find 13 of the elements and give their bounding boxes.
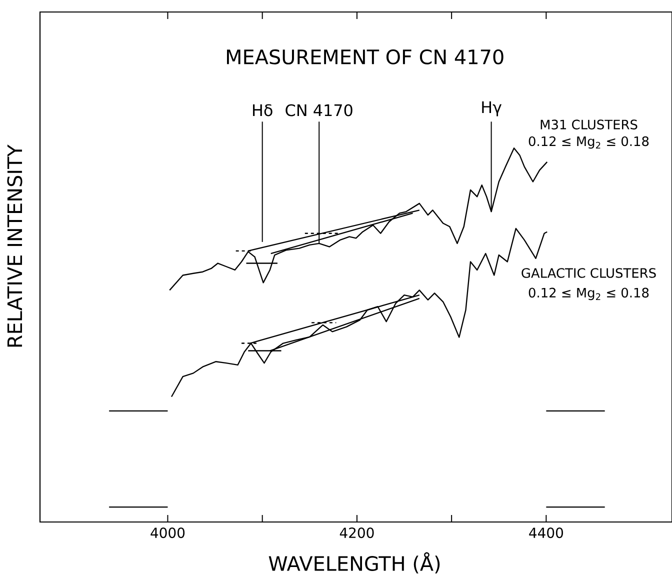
series-label: GALACTIC CLUSTERS: [522, 268, 656, 278]
annotation: 0.12 ≤ Mg$_{2}$ ≤ 0.18: [528, 136, 649, 149]
x-tick-label: 4200: [340, 528, 374, 538]
x-tick-label: 4000: [150, 528, 185, 538]
annotation: Hγ: [482, 101, 502, 116]
annotation: 0.12 ≤ Mg$_{2}$ ≤ 0.18: [528, 288, 649, 300]
annotation: CN 4170: [286, 104, 352, 116]
annotation: Hδ: [253, 104, 272, 116]
text: M31 CLUSTERS: [540, 120, 638, 130]
chart-title: MEASUREMENT OF CN 4170: [227, 49, 504, 64]
y-axis-title: RELATIVE INTENSITY: [7, 144, 22, 347]
x-tick-label: 4400: [529, 528, 563, 538]
x-axis-title: WAVELENGTH (Å): [268, 552, 440, 574]
